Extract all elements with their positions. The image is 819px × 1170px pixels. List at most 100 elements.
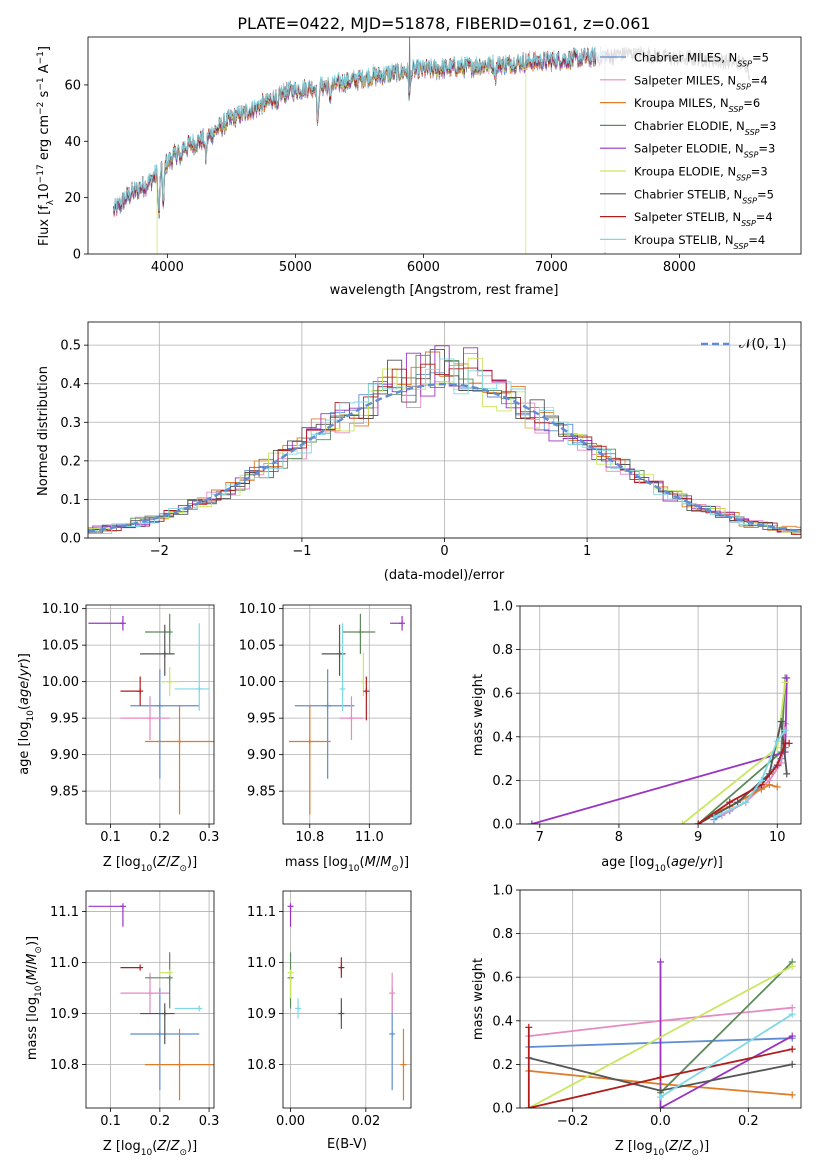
mass-vs-metallicity-ytick-label: 11.1 bbox=[50, 905, 79, 920]
mass-weight-vs-metallicity-ytick-label: 0.6 bbox=[492, 971, 513, 986]
mass-weight-vs-metallicity-xtick-label: −0.2 bbox=[557, 1114, 589, 1129]
mass-vs-metallicity-xtick-label: 0.1 bbox=[100, 1114, 121, 1129]
legend-entry-kroupa-miles: Kroupa MILES, NSSP=6 bbox=[634, 96, 760, 114]
legend-entry-chabrier-miles: Chabrier MILES, NSSP=5 bbox=[634, 51, 769, 69]
mass-weight-vs-metallicity-xtick-label: 0.0 bbox=[650, 1114, 671, 1129]
age-vs-metallicity-point-chabrier-stelib bbox=[140, 624, 175, 676]
histogram-ylabel: Normed distribution bbox=[36, 366, 51, 496]
mass-weight-vs-metallicity-ytick-label: 1.0 bbox=[492, 884, 513, 899]
residual-histogram-panel: −2 −1 0 1 2 0.0 0.1 0.2 0.3 0.4 0.5 𝒩(0, 1) (data-m… bbox=[36, 321, 802, 583]
mass-vs-metallicity-point-kroupa-stelib bbox=[174, 1005, 203, 1012]
mass-vs-extinction-xlabel: E(B-V) bbox=[327, 1137, 367, 1152]
age-vs-metallicity-xtick-label: 0.1 bbox=[100, 830, 121, 845]
mass-weight-vs-age-ytick-label: 1.0 bbox=[492, 600, 513, 615]
mass-weight-vs-metallicity-series-chabrier-elodie-line bbox=[659, 961, 793, 1094]
histogram-ytick-label: 0.1 bbox=[60, 493, 81, 508]
mass-vs-extinction-point-salpeter-elodie bbox=[287, 903, 294, 927]
mass-weight-vs-metallicity-series-salpeter-elodie bbox=[657, 958, 796, 1108]
legend-entry-kroupa-stelib: Kroupa STELIB, NSSP=4 bbox=[634, 233, 765, 251]
age-vs-mass-xtick-label: 11.0 bbox=[355, 830, 384, 845]
mass-vs-metallicity-axes: 0.1 0.2 0.3 10.8 10.9 11.0 11.1 bbox=[50, 890, 219, 1129]
mass-vs-extinction-frame bbox=[282, 890, 412, 1109]
mass-weight-vs-metallicity-xtick-label: 0.2 bbox=[738, 1114, 759, 1129]
mass-vs-extinction-ytick-label: 10.8 bbox=[247, 1058, 276, 1073]
mass-vs-extinction-axes: 0.00 0.02 10.8 10.9 11.0 11.1 bbox=[247, 890, 412, 1129]
mass-weight-vs-age-ytick-label: 0.4 bbox=[492, 730, 513, 745]
age-vs-metallicity-point-salpeter-elodie bbox=[88, 615, 126, 631]
age-vs-mass-data bbox=[288, 613, 406, 815]
mass-vs-metallicity-xtick-label: 0.2 bbox=[150, 1114, 171, 1129]
mass-weight-vs-age-xlabel: age [log10(age/yr)] bbox=[601, 855, 723, 874]
age-vs-metallicity-point-salpeter-stelib bbox=[120, 676, 144, 706]
mass-vs-metallicity-point-kroupa-miles bbox=[145, 1028, 214, 1101]
age-vs-mass-point-chabrier-elodie bbox=[342, 613, 376, 654]
age-vs-metallicity-xlabel: Z [log10(Z/Z⊙)] bbox=[103, 855, 197, 874]
spectrum-xtick-label: 5000 bbox=[279, 260, 312, 275]
mass-vs-extinction-plot-area: 0.00 0.02 10.8 10.9 11.0 11.1 bbox=[247, 890, 412, 1129]
spectrum-title: PLATE=0422, MJD=51878, FIBERID=0161, z=0… bbox=[237, 14, 650, 33]
mass-weight-vs-metallicity-series-kroupa-elodie-line bbox=[528, 965, 793, 1108]
mass-vs-metallicity-point-salpeter-stelib bbox=[120, 964, 144, 971]
mass-weight-vs-age-ylabel: mass weight bbox=[471, 674, 486, 756]
mass-weight-vs-age-ytick-label: 0.2 bbox=[492, 774, 513, 789]
age-vs-metallicity-ytick-label: 10.05 bbox=[42, 639, 79, 654]
spectrum-ytick-label: 20 bbox=[64, 191, 81, 206]
age-vs-metallicity-xtick-label: 0.2 bbox=[150, 830, 171, 845]
age-vs-mass-ytick-label: 9.90 bbox=[247, 748, 276, 763]
age-vs-metallicity-ytick-label: 10.10 bbox=[42, 602, 79, 617]
mass-weight-vs-age-ytick-label: 0.0 bbox=[492, 818, 513, 833]
mass-weight-vs-age-xtick-label: 8 bbox=[615, 830, 623, 845]
age-vs-metallicity-point-salpeter-miles bbox=[120, 696, 170, 741]
histogram-xtick-label: 2 bbox=[726, 544, 734, 559]
mass-vs-extinction-ytick-label: 10.9 bbox=[247, 1007, 276, 1022]
age-vs-metallicity-point-kroupa-miles bbox=[145, 705, 214, 815]
mass-weight-vs-metallicity-ytick-label: 0.8 bbox=[492, 927, 513, 942]
spectrum-ylabel: Flux [fλ10−17 erg cm−2 s−1 A−1] bbox=[36, 46, 56, 246]
age-vs-mass-frame bbox=[282, 604, 412, 825]
spectrum-ytick-label: 0 bbox=[73, 248, 81, 263]
mass-weight-vs-age-xtick-label: 9 bbox=[694, 830, 702, 845]
spectrum-legend-background bbox=[596, 44, 796, 252]
age-vs-mass-point-kroupa-elodie bbox=[360, 652, 367, 697]
histogram-ytick-label: 0.0 bbox=[60, 532, 81, 547]
spectrum-plot-area: 4000 5000 6000 7000 8000 0 20 40 60 Chabrier MILE… bbox=[64, 36, 802, 275]
mass-vs-metallicity-ylabel: mass [log10(M/M⊙)] bbox=[25, 936, 44, 1060]
age-vs-metallicity-data bbox=[88, 613, 214, 815]
mass-weight-vs-age-data bbox=[528, 674, 793, 824]
mass-weight-vs-metallicity-xlabel: Z [log10(Z/Z⊙)] bbox=[615, 1139, 709, 1158]
age-vs-mass-xlabel: mass [log10(M/M⊙)] bbox=[285, 855, 409, 874]
age-vs-metallicity-point-kroupa-elodie bbox=[159, 667, 180, 697]
age-vs-mass-point-salpeter-stelib bbox=[363, 676, 370, 721]
histogram-step-chabrier-stelib bbox=[88, 349, 801, 534]
histogram-ytick-label: 0.3 bbox=[60, 416, 81, 431]
mass-weight-vs-metallicity-series-kroupa-stelib-line bbox=[660, 1013, 793, 1098]
legend-entry-kroupa-elodie: Kroupa ELODIE, NSSP=3 bbox=[634, 165, 768, 183]
mass-weight-vs-age-ytick-label: 0.8 bbox=[492, 643, 513, 658]
mass-weight-vs-metallicity-series-salpeter-elodie-line bbox=[659, 961, 793, 1108]
mass-weight-vs-metallicity-ytick-label: 0.0 bbox=[492, 1102, 513, 1117]
age-vs-mass-point-salpeter-miles bbox=[339, 696, 364, 741]
age-vs-mass-ytick-label: 10.05 bbox=[239, 639, 276, 654]
age-vs-mass-ytick-label: 10.00 bbox=[239, 675, 276, 690]
legend-entry-salpeter-miles: Salpeter MILES, NSSP=4 bbox=[634, 73, 768, 91]
mass-weight-vs-metallicity-series-salpeter-stelib-line bbox=[527, 1027, 793, 1108]
mass-vs-metallicity-point-chabrier-stelib bbox=[140, 1003, 175, 1045]
mass-weight-vs-metallicity-ytick-label: 0.4 bbox=[492, 1014, 513, 1029]
mass-weight-vs-age-axes: 7 8 9 10 0.0 0.2 0.4 0.6 0.8 1.0 bbox=[492, 600, 802, 845]
mass-weight-vs-metallicity-plot-area: −0.2 0.0 0.2 0.0 0.2 0.4 0.6 0.8 1.0 bbox=[492, 884, 802, 1129]
mass-weight-vs-metallicity-series-kroupa-stelib bbox=[657, 1010, 796, 1101]
mass-vs-metallicity-ytick-label: 10.8 bbox=[50, 1058, 79, 1073]
mass-weight-vs-age-frame bbox=[519, 605, 802, 825]
histogram-xtick-label: 1 bbox=[583, 544, 591, 559]
normal-legend-label: 𝒩(0, 1) bbox=[739, 337, 786, 352]
age-vs-mass-point-kroupa-stelib bbox=[339, 623, 346, 711]
age-vs-metallicity-frame bbox=[85, 604, 215, 825]
mass-vs-metallicity-point-salpeter-miles bbox=[120, 972, 170, 1014]
mass-weight-vs-metallicity-ylabel: mass weight bbox=[471, 958, 486, 1040]
histogram-xlabel: (data-model)/error bbox=[384, 568, 505, 583]
mass-weight-vs-metallicity-series-salpeter-stelib bbox=[525, 1023, 796, 1108]
histogram-legend: 𝒩(0, 1) bbox=[701, 337, 786, 352]
histogram-frame bbox=[87, 321, 802, 539]
age-vs-mass-ytick-label: 10.10 bbox=[239, 602, 276, 617]
